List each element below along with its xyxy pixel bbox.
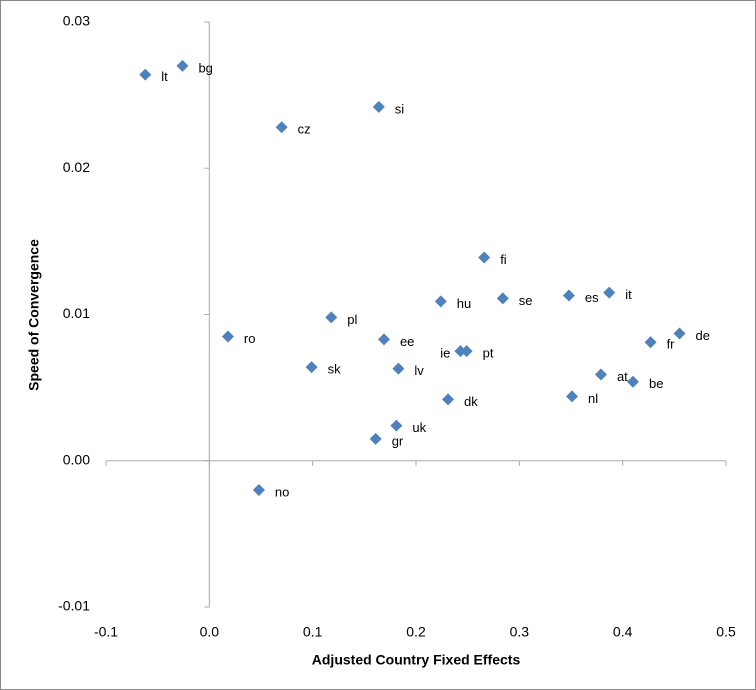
point (673, 327, 686, 340)
point-label: nl (588, 391, 598, 406)
point (603, 286, 616, 299)
x-axis-title: Adjusted Country Fixed Effects (312, 652, 521, 668)
point-label: fr (667, 337, 676, 352)
point (252, 484, 265, 496)
point (390, 419, 403, 432)
point (305, 361, 318, 374)
point (627, 375, 639, 388)
point (325, 311, 338, 324)
point-label: se (519, 293, 533, 308)
point-label: ee (400, 334, 414, 349)
point (644, 336, 657, 349)
point-label: cz (298, 122, 311, 137)
point-label: dk (464, 394, 478, 409)
point-label: hu (457, 296, 471, 311)
point (369, 432, 382, 445)
x-tick-label: 0.5 (716, 624, 736, 640)
point-label: fi (500, 252, 507, 267)
point (496, 292, 509, 305)
point-label: uk (412, 420, 426, 435)
y-tick-label: 0.00 (63, 451, 90, 467)
point-label: it (625, 287, 632, 302)
y-axis-title: Speed of Convergence (26, 239, 42, 391)
point (221, 330, 234, 343)
point-label: bg (198, 60, 212, 75)
point (372, 100, 385, 113)
point (594, 368, 607, 381)
point (434, 295, 447, 308)
point-label: de (696, 328, 710, 343)
point-label: lt (161, 69, 168, 84)
x-tick-label: 0.3 (510, 624, 530, 640)
point (139, 68, 152, 81)
point-label: no (275, 484, 289, 499)
point (562, 289, 575, 302)
point-label: sk (328, 362, 342, 377)
x-tick-label: 0.0 (200, 624, 220, 640)
x-tick-label: 0.1 (303, 624, 323, 640)
x-tick-label: 0.2 (406, 624, 426, 640)
point-label: ie (440, 346, 450, 361)
y-tick-label: 0.03 (63, 13, 90, 29)
point (377, 333, 390, 346)
point (275, 121, 288, 134)
x-tick-label: 0.4 (613, 624, 633, 640)
point-label: lv (414, 363, 424, 378)
point (460, 345, 473, 358)
point (566, 390, 579, 403)
point (454, 345, 467, 358)
point (478, 251, 491, 264)
y-tick-label: 0.01 (63, 305, 90, 321)
point (442, 393, 455, 406)
point-label: es (585, 290, 599, 305)
x-tick-label: -0.1 (94, 624, 118, 640)
y-tick-label: 0.02 (63, 159, 90, 175)
point-label: at (617, 369, 628, 384)
point (392, 362, 405, 375)
y-tick-label: -0.01 (58, 598, 90, 614)
point-label: pt (483, 346, 494, 361)
point-label: ro (244, 331, 256, 346)
point-label: gr (392, 433, 404, 448)
point-label: be (649, 376, 663, 391)
point-label: pl (347, 312, 357, 327)
point-label: si (395, 101, 405, 116)
point (176, 59, 189, 72)
